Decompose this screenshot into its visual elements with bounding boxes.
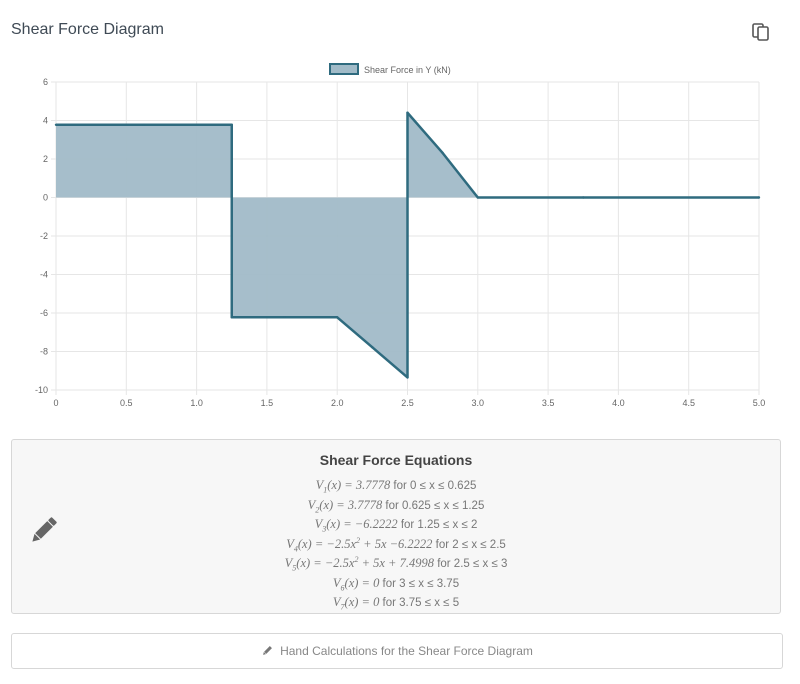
x-tick-label: 5.0 — [753, 398, 766, 408]
x-tick-label: 4.0 — [612, 398, 625, 408]
equation-row: V2(x) = 3.7778 for 0.625 ≤ x ≤ 1.25 — [307, 497, 485, 514]
x-tick-label: 1.0 — [190, 398, 203, 408]
hand-calculations-button[interactable]: Hand Calculations for the Shear Force Di… — [11, 633, 783, 669]
legend-swatch — [329, 63, 359, 75]
data-point — [54, 123, 58, 126]
x-tick-label: 2.5 — [401, 398, 414, 408]
data-point — [142, 123, 146, 126]
copy-button[interactable] — [750, 20, 772, 42]
data-point — [582, 196, 585, 199]
equation-row: V1(x) = 3.7778 for 0 ≤ x ≤ 0.625 — [315, 478, 477, 495]
y-tick-label: -2 — [40, 231, 48, 241]
equation-row: V3(x) = −6.2222 for 1.25 ≤ x ≤ 2 — [314, 517, 478, 534]
x-tick-label: 3.0 — [472, 398, 485, 408]
equations-title: Shear Force Equations — [319, 452, 473, 468]
y-tick-label: 2 — [43, 154, 48, 164]
equation-row: V5(x) = −2.5x2 + 5x + 7.4998 for 2.5 ≤ x… — [284, 554, 508, 573]
x-tick-label: 1.5 — [261, 398, 274, 408]
y-tick-label: 6 — [43, 77, 48, 87]
x-tick-label: 0.5 — [120, 398, 133, 408]
data-point — [230, 316, 233, 319]
x-tick-label: 4.5 — [682, 398, 695, 408]
data-point — [406, 111, 409, 114]
equation-row: V7(x) = 0 for 3.75 ≤ x ≤ 5 — [332, 595, 460, 612]
x-tick-label: 3.5 — [542, 398, 555, 408]
x-tick-label: 2.0 — [331, 398, 344, 408]
data-point — [757, 196, 761, 199]
data-point — [336, 316, 339, 319]
x-tick-label: 0 — [53, 398, 58, 408]
pencil-icon — [263, 646, 273, 655]
data-point — [441, 151, 444, 155]
hand-calculations-label: Hand Calculations for the Shear Force Di… — [280, 644, 533, 658]
y-tick-label: -8 — [40, 347, 48, 357]
data-point — [476, 196, 479, 199]
y-tick-label: 4 — [43, 116, 48, 126]
equation-row: V4(x) = −2.5x2 + 5x −6.2222 for 2 ≤ x ≤ … — [286, 535, 506, 553]
pencil-icon[interactable] — [26, 514, 60, 553]
equation-row: V6(x) = 0 for 3 ≤ x ≤ 3.75 — [332, 575, 460, 592]
y-tick-label: -6 — [40, 308, 48, 318]
equations-panel: Shear Force Equations V1(x) = 3.7778 for… — [11, 439, 781, 614]
legend-label: Shear Force in Y (kN) — [364, 65, 451, 75]
data-point — [406, 376, 409, 379]
equations-list: V1(x) = 3.7778 for 0 ≤ x ≤ 0.625 V2(x) = … — [12, 476, 780, 613]
y-tick-label: -10 — [35, 385, 48, 395]
page-title: Shear Force Diagram — [11, 20, 164, 38]
data-point — [230, 123, 233, 126]
data-point — [283, 316, 286, 319]
shear-force-chart: 0 0.5 1.0 1.5 2.0 2.5 3.0 3.5 4.0 4.5 5.0 6 4 2 0 -2 -4 -… — [35, 63, 766, 408]
y-tick-label: -4 — [40, 270, 48, 280]
y-tick-label: 0 — [43, 193, 48, 203]
copy-icon — [752, 23, 769, 41]
data-point — [371, 346, 374, 349]
